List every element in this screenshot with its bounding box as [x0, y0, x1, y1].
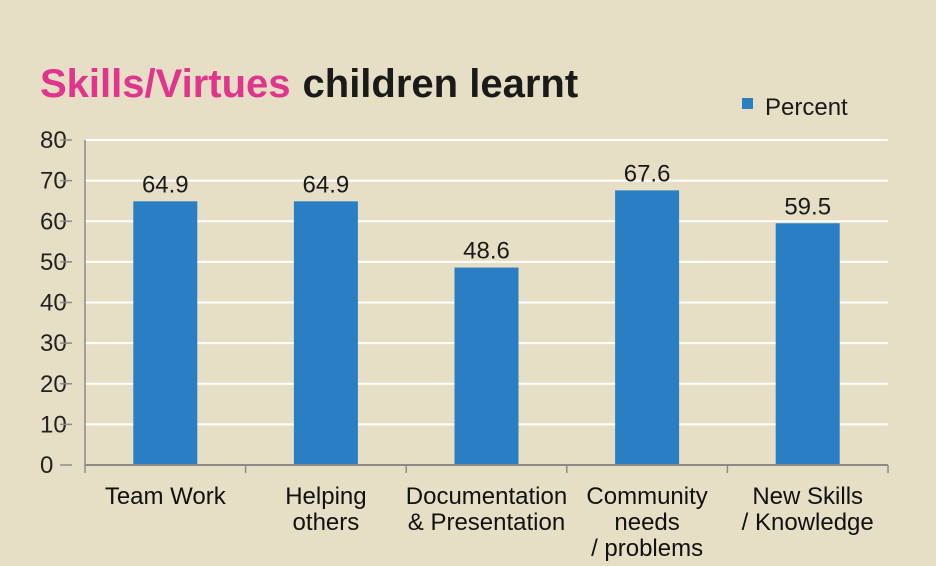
bar — [775, 223, 840, 465]
legend-label: Percent — [765, 94, 848, 121]
data-label: 67.6 — [624, 160, 671, 187]
bar — [615, 190, 680, 465]
data-labels: 64.9 64.9 48.6 67.6 59.5 — [142, 160, 831, 264]
data-label: 59.5 — [784, 193, 831, 220]
x-category-label-line: Documentation — [406, 483, 567, 510]
chart-title-highlight: Skills/Virtues — [40, 62, 291, 106]
x-category-label: Documentation & Presentation — [406, 483, 567, 536]
x-category-label: New Skills / Knowledge — [742, 483, 874, 536]
x-category-label-line: needs — [614, 509, 679, 536]
legend: Percent — [742, 94, 848, 121]
x-category-label-line: New Skills — [752, 483, 863, 510]
legend-swatch — [742, 98, 753, 109]
x-category-label-line: others — [293, 509, 360, 536]
y-tick-label: 0 — [40, 452, 53, 479]
axes — [84, 140, 889, 473]
data-label: 64.9 — [142, 171, 189, 198]
data-label: 48.6 — [463, 238, 510, 265]
chart-title-rest: children learnt — [303, 62, 579, 106]
x-category-label-line: Community — [586, 483, 707, 510]
bar — [454, 267, 519, 465]
data-label: 64.9 — [303, 171, 350, 198]
x-category-label: Helping others — [285, 483, 366, 536]
x-category-label-line: Team Work — [105, 483, 227, 510]
bar — [293, 201, 358, 465]
x-category-label-line: / Knowledge — [742, 509, 874, 536]
x-category-label-line: & Presentation — [408, 509, 565, 536]
x-category-label-line: / problems — [591, 535, 703, 562]
chart-title: Skills/Virtues children learnt — [40, 62, 578, 106]
x-category-label: Community needs / problems — [586, 483, 707, 562]
bar — [133, 201, 198, 465]
x-axis-category-labels: Team Work Helping others Documentation & Pre… — [105, 483, 874, 562]
x-category-label-line: Helping — [285, 483, 366, 510]
bars — [133, 190, 840, 465]
x-category-label: Team Work — [105, 483, 227, 510]
